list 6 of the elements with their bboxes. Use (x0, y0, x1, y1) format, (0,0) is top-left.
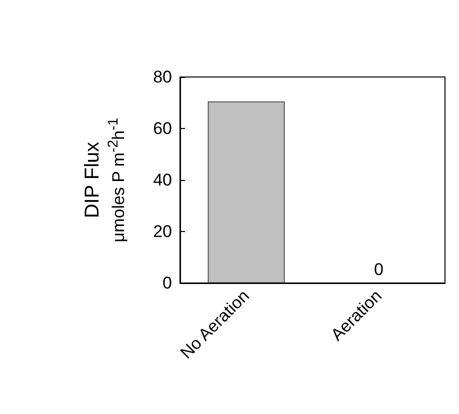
y-tick-label: 60 (153, 119, 172, 138)
y-tick-label: 20 (153, 222, 172, 241)
y-tick-label: 40 (153, 170, 172, 190)
y-tick-label: 80 (153, 68, 172, 86)
y-tick-label: 0 (162, 274, 172, 292)
data-label: 0 (374, 260, 384, 279)
